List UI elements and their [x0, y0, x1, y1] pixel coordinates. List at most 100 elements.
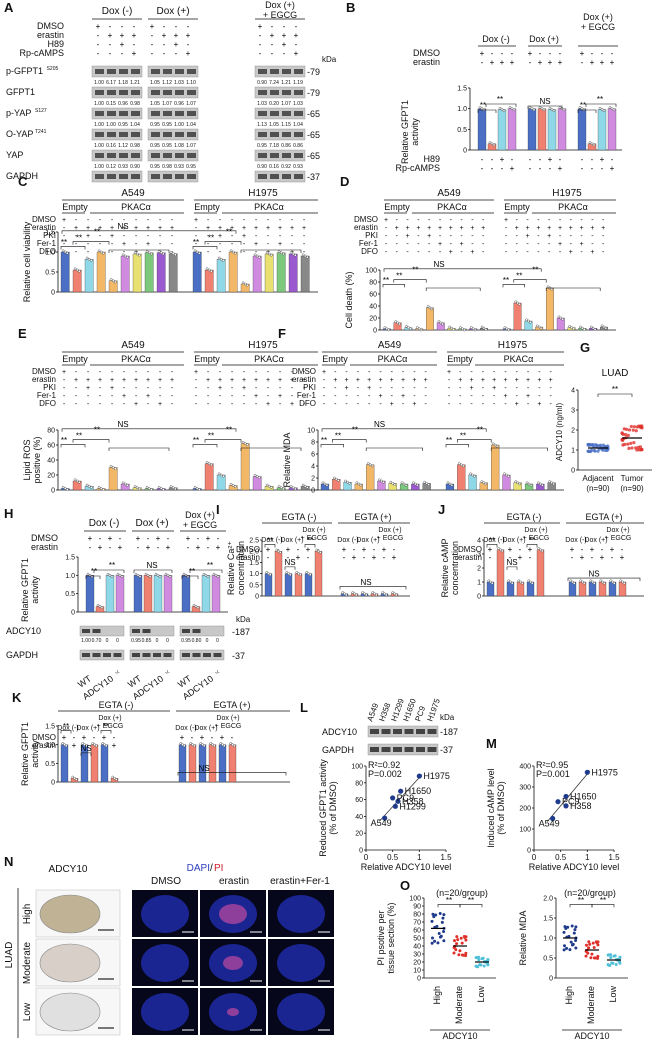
panel-a-sign: -: [175, 22, 178, 31]
panelI-point: [391, 591, 395, 594]
panelF-point: [484, 482, 488, 486]
panelC-sign: -: [255, 249, 258, 256]
panel-h-blot-band: [153, 653, 161, 657]
panelC-sign: +: [230, 225, 234, 232]
panelE-sign: +: [110, 385, 114, 392]
panelD-significance: **: [516, 271, 522, 280]
panel-o-pi-y-tick-label: 0: [417, 976, 421, 983]
panelF-y-tick-label: 4: [311, 464, 315, 471]
panelF-sign: -: [425, 393, 428, 400]
panel-h-point: [204, 574, 208, 577]
panelD-sign: +: [427, 225, 431, 232]
panel-a-blot-strip: [147, 170, 199, 183]
panel-h-point: [106, 572, 110, 576]
panel-a-mw-label: -79: [307, 88, 320, 98]
panelM-r2-label: R²=0.95: [536, 760, 568, 770]
panel-a-sign: +: [186, 31, 191, 40]
panelC-bar: [288, 253, 298, 293]
panelD-row-label: PKI: [365, 231, 378, 240]
panel-h-point: [100, 606, 104, 610]
panel-a-blot-band: [151, 111, 160, 116]
panel-a-sign: +: [294, 49, 299, 58]
panel-b-sign: +: [538, 58, 543, 67]
panelD-point: [604, 326, 608, 330]
panelE-sign: -: [279, 385, 282, 392]
panel-o-pi-point: [477, 958, 481, 962]
panelE-point: [265, 483, 269, 487]
panel-o-pi-point: [456, 938, 460, 942]
panelD-sign: -: [428, 249, 431, 256]
panelE-a549-empty-label: Empty: [62, 354, 88, 364]
panelF-significance: **: [460, 431, 466, 440]
panel-o-pi-point: [433, 939, 437, 943]
panelE-row-label: DMSO: [32, 367, 56, 376]
panel-g-point: [640, 424, 644, 428]
panelE-sign: -: [123, 369, 126, 376]
panelC-bar: [132, 253, 142, 293]
panel-a-blot-strip: [254, 170, 306, 183]
panel-label-c: C: [18, 174, 28, 189]
panelE-significance: **: [193, 436, 199, 445]
panelD-sign: -: [428, 217, 431, 224]
panelC-sign: -: [171, 217, 174, 224]
panelJ-sign: -: [571, 553, 574, 562]
panel-o-mda-category-label: High: [564, 986, 574, 1005]
panelI-ns-label: NS: [360, 578, 371, 587]
panel-label-d: D: [340, 174, 349, 189]
panel-g-point: [639, 448, 643, 452]
panelI-point: [371, 591, 375, 594]
panel-o-pi-footer-adcy10: ADCY10: [442, 1031, 477, 1041]
panel-b-point: [610, 107, 614, 110]
label-line: + EGCG: [581, 22, 615, 32]
label-line: Dox (+): [302, 527, 325, 534]
panel-h-sign: +: [216, 543, 221, 552]
panelI-point: [297, 572, 300, 575]
panel-n-pi-signal: [227, 1008, 239, 1016]
panelD-point: [428, 306, 432, 310]
panel-label-n: N: [4, 854, 13, 869]
panelF-sign: -: [323, 401, 326, 408]
panelE-sign: +: [86, 385, 90, 392]
panelF-sign: +: [356, 377, 360, 384]
panel-o-mda-significance: **: [600, 896, 606, 905]
panel-o-pi-point: [438, 935, 442, 939]
panelF-sign: -: [482, 401, 485, 408]
panelE-h1975-pkaca-label: PKACα: [254, 354, 284, 364]
panelC-h1975-pkaca-label: PKACα: [254, 202, 284, 212]
panelC-point: [217, 256, 221, 260]
panel-a-sign: -: [163, 49, 166, 58]
panelF-sign: +: [390, 377, 394, 384]
panel-n-pi-signal: [219, 904, 247, 924]
panelF-sign: -: [550, 393, 553, 400]
panel-b-bar: [597, 109, 607, 151]
panelE-sign: +: [110, 377, 114, 384]
panel-b-bottom-sign: -: [581, 155, 584, 164]
panelI-bracket: [339, 586, 407, 590]
panel-h-sign: -: [167, 534, 170, 543]
panelM-y-tick-label: 400: [519, 764, 531, 771]
panelD-point: [557, 315, 561, 319]
panelC-point: [159, 251, 163, 255]
panelJ-point: [489, 580, 492, 584]
panelK-sub-dox-plus: Dox (+): [194, 725, 217, 732]
panel-a-quant-value: 0.12: [106, 164, 116, 170]
panel-o-mda-point: [591, 941, 595, 945]
panel-h-quant-value: 0: [106, 638, 109, 644]
panelE-sign: -: [207, 393, 210, 400]
panelE-sign: -: [63, 401, 66, 408]
panelF-point: [427, 483, 430, 486]
panel-o-mda-point: [562, 948, 566, 952]
panelD-sign: +: [470, 249, 474, 256]
panelF-sign: +: [345, 377, 349, 384]
panel-b-bottom-sign: -: [549, 164, 552, 173]
panelE-point: [195, 487, 199, 490]
panel-a-sign: -: [109, 49, 112, 58]
panelF-sign: +: [481, 377, 485, 384]
panelD-sign: -: [591, 233, 594, 240]
panel-h-y-tick-label: 1.5: [65, 555, 75, 562]
panelC-point: [173, 253, 177, 257]
panelC-row-label: PKI: [43, 231, 56, 240]
panelF-sign: -: [334, 369, 337, 376]
panelE-h1975-empty-label: Empty: [194, 354, 220, 364]
panel-o-mda-point: [565, 946, 569, 950]
